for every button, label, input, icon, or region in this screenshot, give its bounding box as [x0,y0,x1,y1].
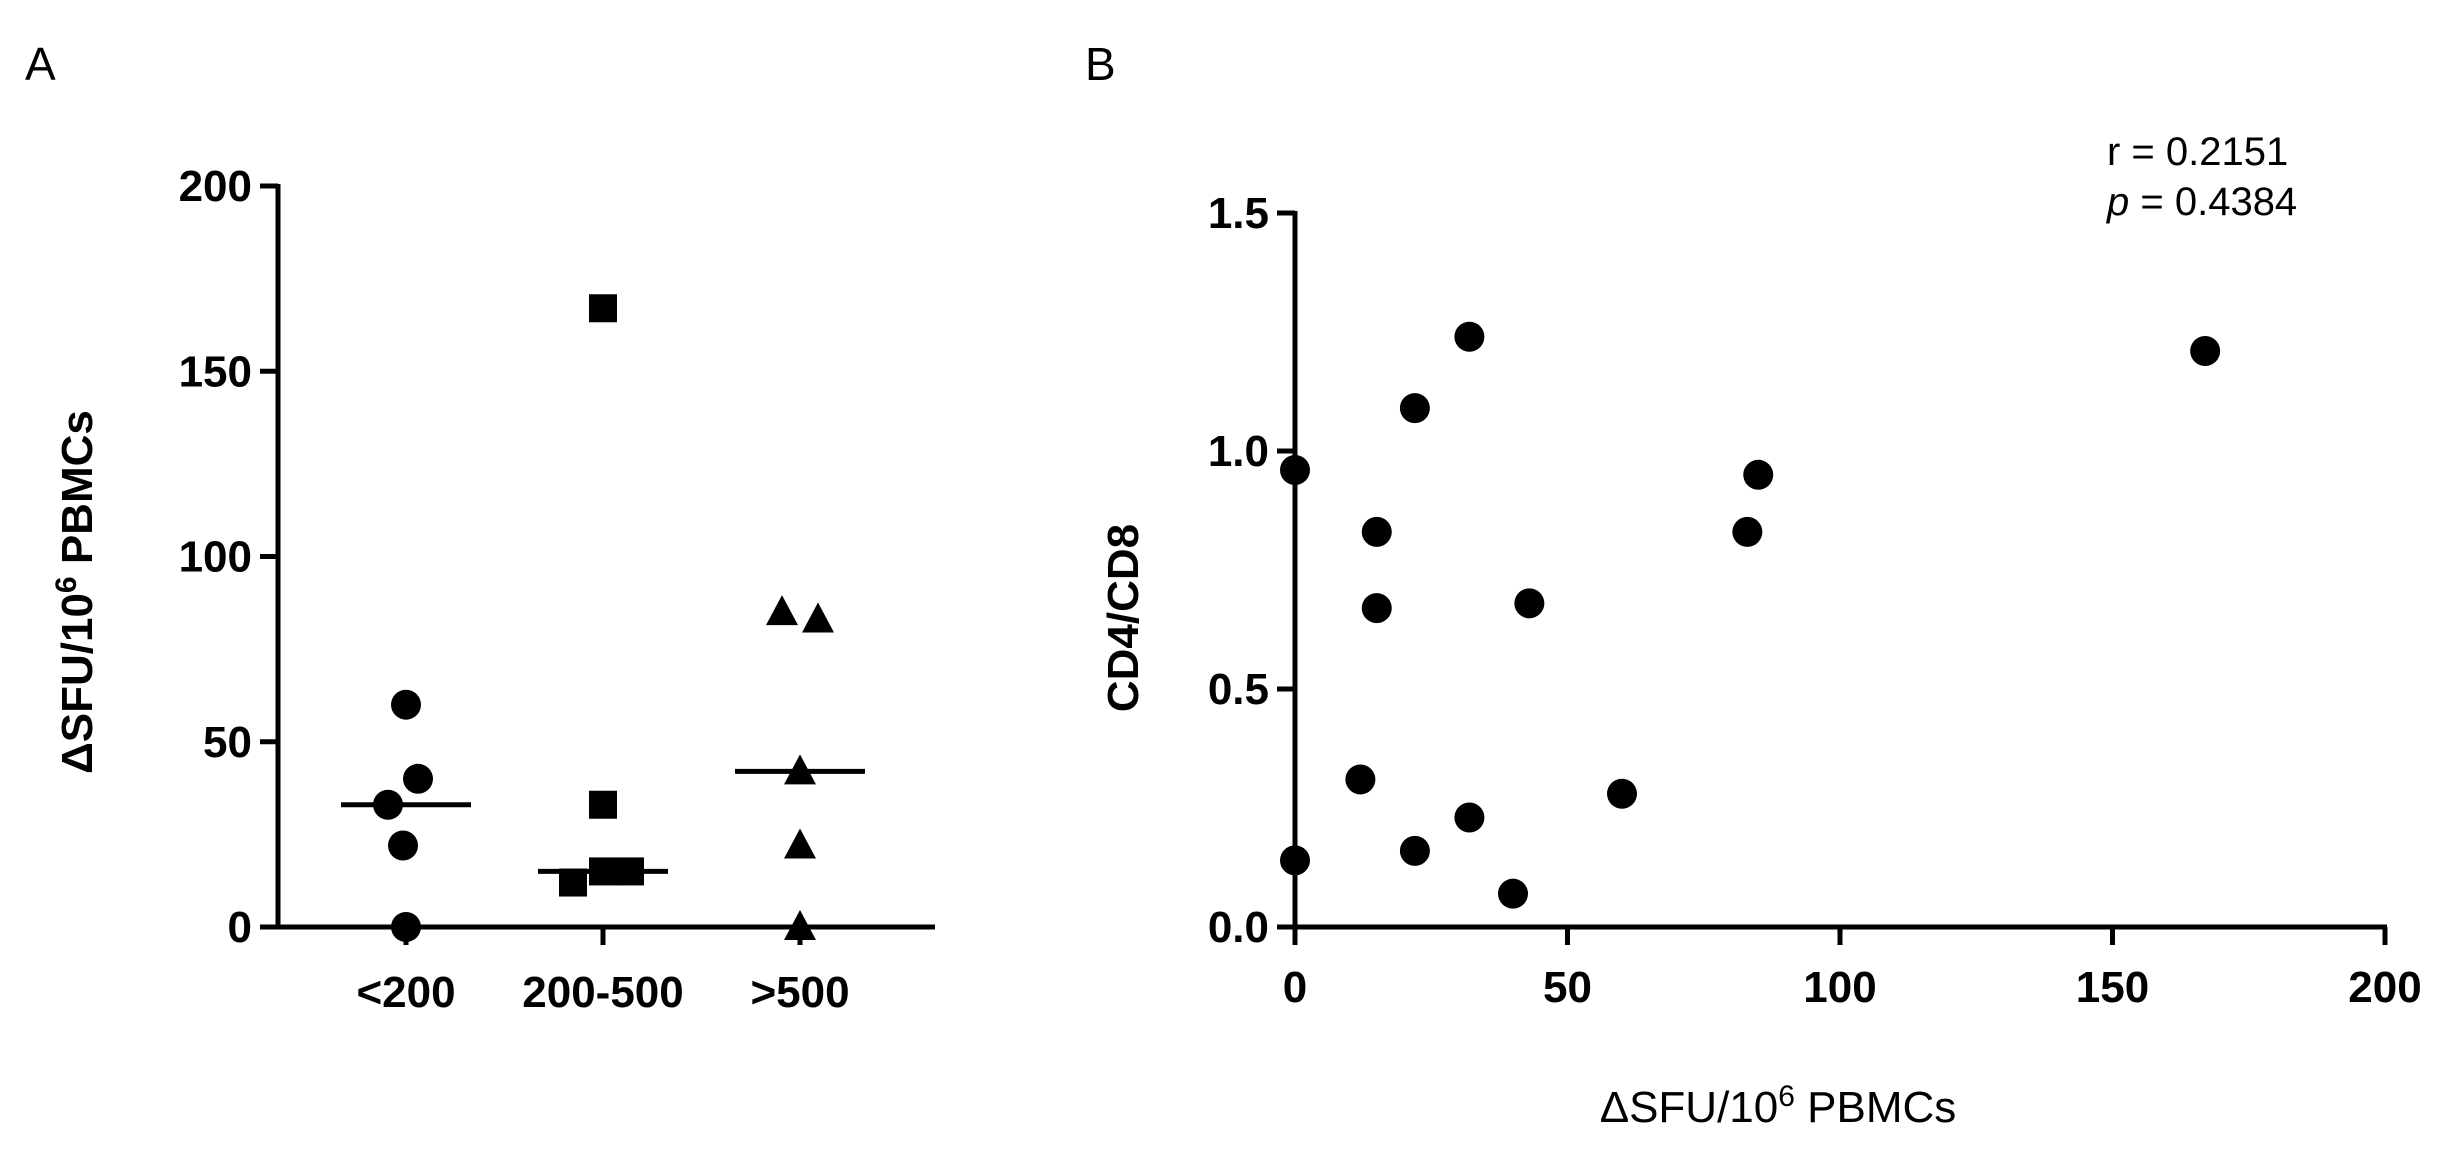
panel-b-point [1280,845,1310,876]
panel-a-label: A [25,38,56,90]
panel-b-points [1280,321,2221,909]
panel-b-point [1732,516,1763,547]
panel-a-point-square [589,294,617,323]
panel-b-x-axis-label: ΔSFU/106 PBMCs [1600,1080,1957,1132]
panel-b-y-tick-label: 1.0 [1208,427,1269,476]
panel-b-label: B [1085,38,1116,90]
panel-b-y-tick-label: 0.0 [1208,903,1269,952]
panel-b-point [1743,459,1774,490]
panel-a-point-triangle [784,828,816,859]
panel-b-point [1361,593,1392,624]
panel-b-point [1399,835,1430,866]
panel-a-point-circle [388,830,418,861]
panel-a-point-circle [391,689,421,720]
correlation-r-annotation: r = 0.2151 [2107,130,2288,174]
panel-a-points [373,294,834,942]
panel-a-y-tick-label: 50 [203,718,252,767]
panel-a-medians [341,768,865,874]
panel-b-point [1454,802,1485,833]
panel-a-chart: 0 50 100 150 200 <200 200-500 >500 ΔSFU/106 PB… [50,162,935,1017]
panel-b-x-tick-label: 50 [1543,963,1592,1012]
panel-a-point-triangle [802,602,834,633]
panel-b-point [1498,878,1528,909]
panel-a-point-triangle [784,910,816,940]
panel-a-x-categories: <200 200-500 >500 [356,927,850,1017]
panel-b-x-tick-label: 200 [2348,963,2421,1012]
panel-a-x-tick-label: <200 [356,968,455,1017]
panel-b-x-tick-label: 0 [1283,963,1307,1012]
panel-a-x-tick-label: >500 [750,968,849,1017]
panel-a-y-tick-label: 0 [228,903,252,952]
panel-b-y-tick-label: 0.5 [1208,665,1269,714]
panel-b-point [1399,393,1430,424]
panel-a-point-circle [391,912,421,942]
correlation-p-annotation: p = 0.4384 [2106,180,2297,224]
panel-a-point-square [589,790,617,819]
panel-a-point-triangle [766,595,798,626]
panel-a-y-tick-label: 100 [179,533,252,582]
panel-a-y-ticks: 0 50 100 150 200 [179,162,278,952]
panel-b-ticks: 0.0 0.5 1.0 1.5 0 50 100 150 200 [1208,189,2422,1012]
panel-b-point [1514,588,1545,619]
panel-b-point [1607,778,1637,809]
panel-a-x-tick-label: 200-500 [522,968,683,1017]
panel-b-y-tick-label: 1.5 [1208,189,1269,238]
panel-b-y-axis-label: CD4/CD8 [1099,524,1148,712]
panel-b-point [1361,516,1392,547]
panel-a-point-circle [403,763,433,794]
panel-b-point [1454,321,1485,352]
panel-b-point [1280,455,1310,486]
panel-b-x-tick-label: 150 [2076,963,2149,1012]
panel-b-chart: 0.0 0.5 1.0 1.5 0 50 100 150 200 CD4/CD8 ΔSFU/10… [1099,130,2422,1132]
panel-b-x-tick-label: 100 [1803,963,1876,1012]
panel-a-y-axis-label: ΔSFU/106 PBMCs [50,410,102,774]
panel-a-y-tick-label: 150 [179,347,252,396]
panel-b-point [2190,336,2221,367]
panel-b-point [1345,764,1376,795]
panel-a-y-tick-label: 200 [179,162,252,211]
